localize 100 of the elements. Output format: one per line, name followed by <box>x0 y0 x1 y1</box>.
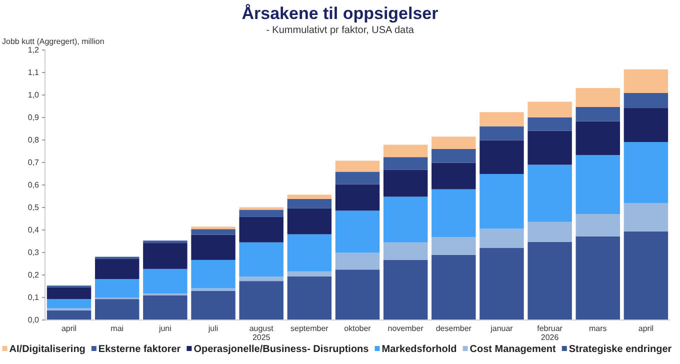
bar <box>239 210 284 217</box>
bar <box>143 268 188 294</box>
bar <box>528 164 572 222</box>
y-tick-label: 0,9 <box>28 113 40 122</box>
y-tick-label: 0,6 <box>28 180 40 190</box>
legend-label: Eksterne faktorer <box>98 344 181 355</box>
legend-label: Markedsforhold <box>382 344 457 355</box>
bar <box>480 174 524 229</box>
bar <box>335 252 380 270</box>
x-tick-label: februar <box>537 324 563 333</box>
bar <box>191 226 236 230</box>
legend-label: Cost Management <box>470 344 557 355</box>
bar <box>624 92 668 108</box>
bar <box>624 142 668 204</box>
bar <box>239 276 284 282</box>
bar <box>528 102 572 118</box>
bar <box>46 287 92 300</box>
x-tick-label: oktober <box>344 324 372 333</box>
bar <box>480 248 524 320</box>
bar <box>432 189 476 237</box>
bar <box>46 299 92 308</box>
bar <box>383 260 428 320</box>
bar <box>576 106 620 122</box>
bar <box>335 184 380 211</box>
bar <box>576 121 620 156</box>
bar <box>624 69 668 93</box>
bar <box>383 170 428 197</box>
bar <box>624 203 668 232</box>
bar <box>335 210 380 253</box>
bar <box>480 126 524 140</box>
legend-label: Operasjonelle/Business- Disruptions <box>194 344 370 355</box>
bar <box>383 157 428 170</box>
bar <box>480 140 524 174</box>
legend-label: Strategiske endringer <box>568 344 672 355</box>
y-tick-label: 1,2 <box>28 46 40 55</box>
bar <box>335 270 380 320</box>
bar <box>528 130 572 165</box>
bar <box>480 228 524 248</box>
bar <box>383 144 428 158</box>
bar <box>624 231 668 320</box>
bar <box>191 290 236 320</box>
x-tick-label: desember <box>436 324 472 333</box>
bar <box>95 279 140 298</box>
bar <box>335 172 380 184</box>
bar <box>432 236 476 255</box>
bar <box>383 242 428 260</box>
bar <box>432 254 476 320</box>
bar <box>143 240 188 244</box>
bar <box>191 234 236 260</box>
y-axis-title: Jobb kutt (Aggregert), million <box>2 37 104 46</box>
bar <box>46 310 92 320</box>
chart-subtitle: - Kummulativt pr faktor, USA data <box>266 25 414 36</box>
text: 2025 <box>252 333 271 342</box>
bar <box>239 216 284 242</box>
legend-label: AI/Digitalisering <box>9 344 86 355</box>
x-tick-label: april <box>61 324 77 333</box>
bar <box>287 234 332 272</box>
bar <box>335 160 380 172</box>
y-tick-label: 1,0 <box>28 90 40 100</box>
bar <box>287 276 332 320</box>
y-tick-label: 1,1 <box>28 68 40 78</box>
bar <box>287 198 332 208</box>
bar <box>239 242 284 277</box>
x-tick-label: september <box>290 324 329 333</box>
bar <box>95 259 140 280</box>
bar <box>576 155 620 214</box>
y-tick-label: 0,7 <box>28 158 40 168</box>
bar <box>432 149 476 163</box>
x-tick-label: juni <box>158 324 172 333</box>
x-tick-label: november <box>388 324 424 333</box>
bar <box>287 194 332 199</box>
x-tick-label: mai <box>110 324 124 333</box>
text: 2026 <box>540 333 560 342</box>
y-tick-label: 0,8 <box>28 136 40 145</box>
bar <box>239 207 284 210</box>
bar <box>576 236 620 320</box>
bar <box>239 281 284 320</box>
bar <box>528 117 572 131</box>
chart-title: Årsakene til oppsigelser <box>242 4 439 23</box>
bar <box>528 222 572 242</box>
bar <box>624 108 668 142</box>
bar <box>576 214 620 236</box>
bar <box>576 88 620 107</box>
x-tick-label: april <box>638 324 654 333</box>
bar <box>480 112 524 126</box>
y-tick-label: 0,0 <box>28 316 40 325</box>
bar <box>287 208 332 234</box>
y-tick-label: 0,3 <box>28 248 40 258</box>
x-tick-label: mars <box>588 324 607 333</box>
bar <box>383 196 428 242</box>
bar <box>191 229 236 235</box>
bar <box>143 243 188 269</box>
bar <box>143 295 188 320</box>
bar <box>432 136 476 149</box>
bar <box>191 260 236 288</box>
y-tick-label: 0,5 <box>28 203 40 212</box>
x-tick-label: juli <box>207 324 218 333</box>
x-tick-label: januar <box>490 324 514 333</box>
y-tick-label: 0,4 <box>28 226 40 235</box>
bar <box>287 271 332 276</box>
